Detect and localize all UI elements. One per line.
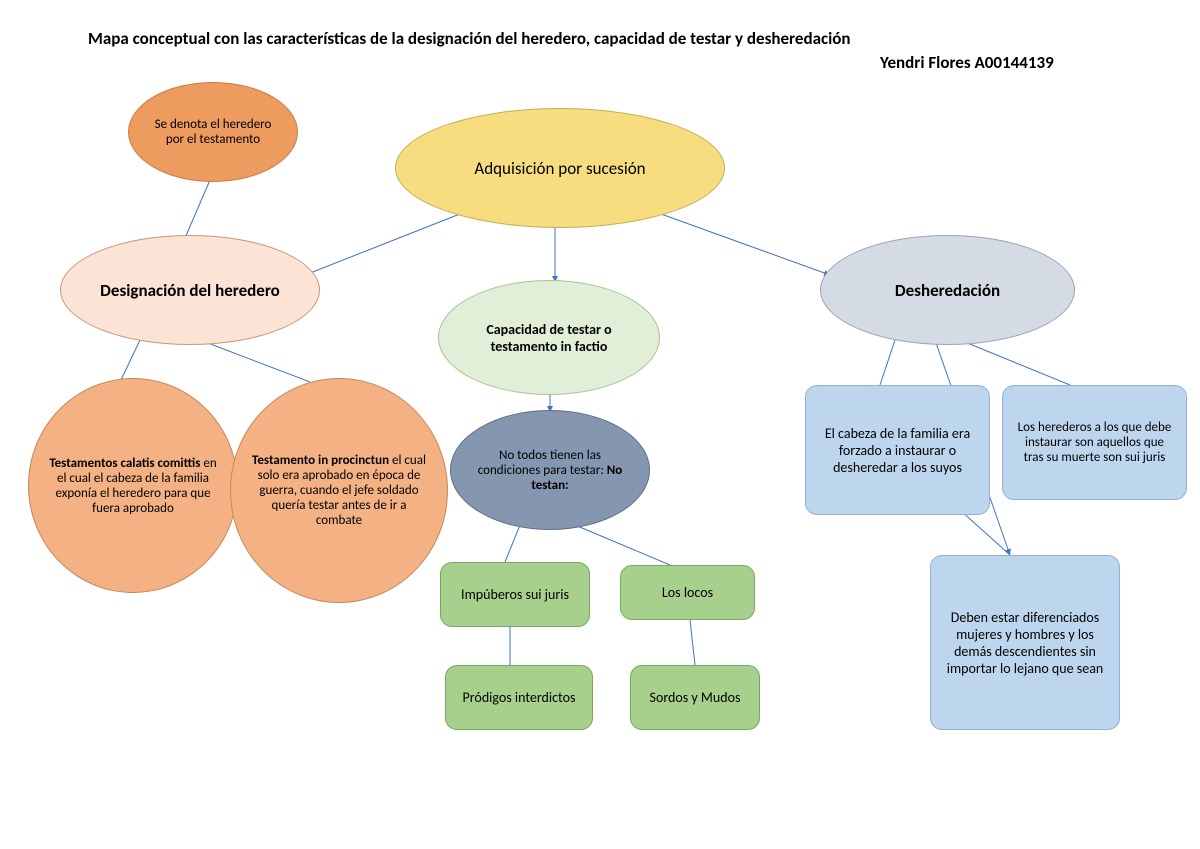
node-locos-label: Los locos	[662, 584, 713, 601]
page-title-line1: Mapa conceptual con las características …	[88, 28, 851, 49]
node-testamento-procinctun: Testamento in procinctun el cual solo er…	[230, 378, 448, 603]
node-cabeza-forzado: El cabeza de la familia era forzado a in…	[805, 385, 990, 515]
node-no-testan: No todos tienen las condiciones para tes…	[450, 410, 650, 530]
node-prodigos-label: Pródigos interdictos	[463, 689, 576, 706]
node-capacidad-label: Capacidad de testar o testamento in fact…	[459, 321, 639, 355]
node-desheredacion: Desheredación	[820, 235, 1075, 345]
node-testamentos-calatis-label: Testamentos calatis comittis en el cual …	[49, 456, 217, 516]
node-adquisicion: Adquisición por sucesión	[395, 108, 725, 228]
node-diferenciados: Deben estar diferenciados mujeres y homb…	[930, 555, 1120, 730]
node-impuberos: Impúberos sui juris	[440, 562, 590, 627]
node-denota: Se denota el heredero por el testamento	[128, 82, 298, 182]
node-impuberos-label: Impúberos sui juris	[461, 586, 569, 603]
node-herederos-instaurar: Los herederos a los que debe instaurar s…	[1002, 385, 1187, 500]
node-sordos: Sordos y Mudos	[630, 665, 760, 730]
node-denota-label: Se denota el heredero por el testamento	[149, 117, 277, 147]
node-herederos-instaurar-label: Los herederos a los que debe instaurar s…	[1015, 420, 1174, 465]
node-cabeza-forzado-label: El cabeza de la familia era forzado a in…	[818, 425, 977, 476]
node-capacidad: Capacidad de testar o testamento in fact…	[438, 280, 660, 395]
node-designacion-label: Designación del heredero	[100, 280, 280, 301]
node-no-testan-label: No todos tienen las condiciones para tes…	[471, 448, 629, 493]
node-designacion: Designación del heredero	[60, 235, 320, 345]
node-sordos-label: Sordos y Mudos	[650, 689, 741, 706]
node-locos: Los locos	[620, 565, 755, 620]
node-desheredacion-label: Desheredación	[895, 280, 1000, 301]
node-adquisicion-label: Adquisición por sucesión	[474, 158, 645, 179]
page-title-line2: Yendri Flores A00144139	[880, 52, 1054, 73]
node-prodigos: Pródigos interdictos	[445, 665, 593, 730]
node-testamentos-calatis: Testamentos calatis comittis en el cual …	[28, 378, 238, 593]
node-diferenciados-label: Deben estar diferenciados mujeres y homb…	[943, 609, 1107, 677]
node-testamento-procinctun-label: Testamento in procinctun el cual solo er…	[251, 453, 427, 528]
